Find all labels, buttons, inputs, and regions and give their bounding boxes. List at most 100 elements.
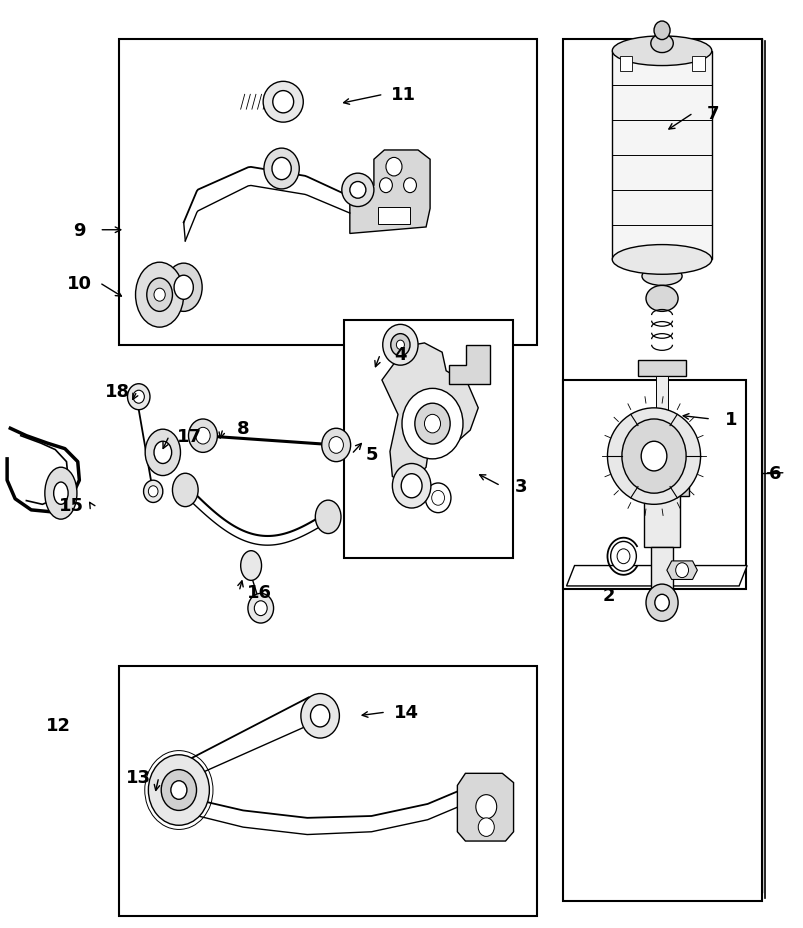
Circle shape: [396, 341, 404, 350]
Text: 18: 18: [104, 382, 129, 401]
Text: 7: 7: [707, 105, 719, 122]
Text: 15: 15: [59, 496, 84, 515]
Ellipse shape: [341, 174, 373, 207]
Text: 9: 9: [73, 222, 85, 239]
Circle shape: [133, 391, 145, 404]
Ellipse shape: [188, 419, 217, 453]
Text: 11: 11: [390, 86, 416, 104]
Bar: [637, 360, 685, 377]
Bar: [650, 548, 672, 594]
Bar: [654, 377, 667, 434]
Circle shape: [401, 474, 422, 498]
Circle shape: [475, 794, 496, 818]
Circle shape: [144, 481, 163, 503]
Text: 3: 3: [514, 477, 527, 496]
Circle shape: [617, 549, 630, 564]
Ellipse shape: [641, 267, 681, 286]
Ellipse shape: [165, 264, 202, 312]
Circle shape: [300, 694, 339, 739]
Bar: [691, 58, 703, 72]
Bar: [120, 40, 536, 345]
Ellipse shape: [154, 289, 165, 302]
Ellipse shape: [145, 430, 180, 476]
Circle shape: [392, 464, 430, 509]
Text: 10: 10: [67, 275, 92, 292]
Polygon shape: [666, 561, 696, 580]
Circle shape: [271, 158, 291, 180]
Ellipse shape: [349, 182, 365, 199]
Circle shape: [149, 755, 209, 825]
Ellipse shape: [272, 92, 293, 114]
Ellipse shape: [154, 442, 171, 464]
Text: 2: 2: [602, 586, 614, 604]
Text: 4: 4: [393, 345, 406, 364]
Circle shape: [263, 149, 299, 189]
Ellipse shape: [645, 286, 677, 312]
Bar: [643, 434, 679, 548]
Circle shape: [170, 780, 186, 799]
Ellipse shape: [640, 442, 666, 471]
Circle shape: [128, 384, 150, 410]
Circle shape: [424, 415, 440, 433]
Ellipse shape: [136, 263, 183, 328]
Text: 12: 12: [46, 716, 71, 734]
Polygon shape: [566, 566, 746, 586]
Ellipse shape: [263, 83, 303, 123]
Circle shape: [414, 404, 450, 445]
Text: 5: 5: [365, 445, 377, 464]
Bar: [344, 320, 512, 559]
Text: 6: 6: [768, 464, 781, 483]
Circle shape: [403, 178, 416, 193]
Circle shape: [654, 595, 668, 612]
Ellipse shape: [240, 551, 261, 581]
Bar: [377, 208, 410, 225]
Bar: [612, 52, 711, 260]
Bar: [634, 482, 688, 496]
Ellipse shape: [147, 278, 172, 312]
Ellipse shape: [315, 500, 340, 534]
Circle shape: [149, 486, 158, 497]
Ellipse shape: [321, 429, 350, 462]
Polygon shape: [457, 774, 513, 841]
Ellipse shape: [612, 37, 711, 67]
Ellipse shape: [607, 408, 699, 505]
Polygon shape: [381, 343, 478, 486]
Circle shape: [425, 483, 450, 513]
Circle shape: [310, 705, 329, 728]
Bar: [619, 58, 632, 72]
Bar: [120, 666, 536, 916]
Polygon shape: [349, 151, 430, 234]
Circle shape: [478, 818, 494, 836]
Ellipse shape: [172, 473, 198, 507]
Ellipse shape: [650, 35, 672, 54]
Circle shape: [379, 178, 392, 193]
Ellipse shape: [54, 483, 68, 505]
Polygon shape: [448, 345, 490, 384]
Circle shape: [645, 585, 677, 622]
Ellipse shape: [45, 468, 77, 520]
Ellipse shape: [328, 437, 343, 454]
Circle shape: [675, 563, 687, 578]
Ellipse shape: [612, 245, 711, 275]
Circle shape: [161, 770, 196, 810]
Circle shape: [247, 594, 273, 624]
Circle shape: [382, 325, 418, 366]
Circle shape: [653, 22, 669, 41]
Ellipse shape: [173, 276, 193, 300]
Text: 14: 14: [393, 703, 418, 721]
Circle shape: [385, 158, 402, 176]
Text: 13: 13: [126, 768, 151, 786]
Text: 17: 17: [177, 427, 202, 445]
Circle shape: [610, 542, 635, 572]
Bar: [562, 40, 760, 901]
Circle shape: [431, 491, 444, 506]
Text: 16: 16: [247, 583, 271, 600]
Ellipse shape: [622, 419, 685, 494]
Bar: [562, 380, 744, 589]
Text: 8: 8: [236, 419, 249, 438]
Circle shape: [254, 601, 267, 616]
Circle shape: [390, 334, 410, 356]
Circle shape: [402, 389, 463, 459]
Text: 1: 1: [724, 410, 736, 429]
Ellipse shape: [195, 428, 210, 445]
